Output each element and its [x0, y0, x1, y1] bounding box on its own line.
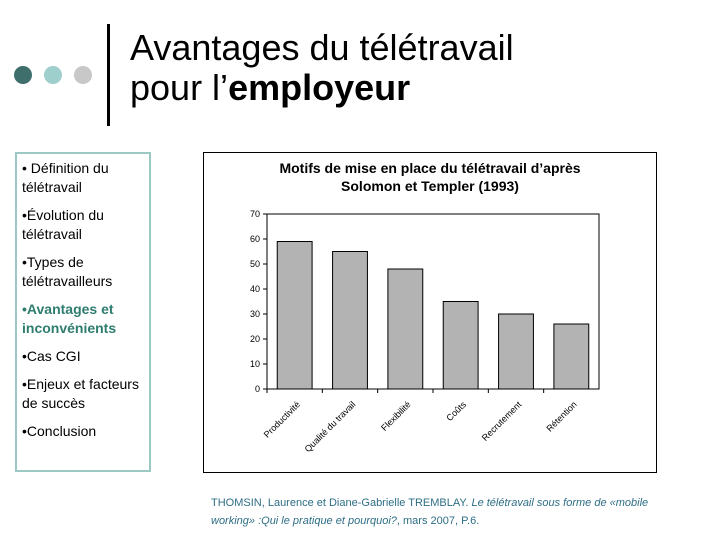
y-tick-label: 60 [250, 234, 260, 244]
decor-dot-2 [44, 66, 62, 84]
bar [442, 301, 479, 390]
x-tick-label: Flexibilité [379, 399, 413, 433]
bar [276, 241, 313, 390]
nav-item-cas-cgi[interactable]: •Cas CGI [22, 348, 81, 364]
chart-title-line-1: Motifs de mise en place du télétravail d… [279, 160, 581, 176]
x-tick-label: Productivité [262, 399, 302, 439]
source-authors: THOMSIN, Laurence et Diane-Gabrielle TRE… [211, 497, 472, 509]
nav-item-definition[interactable]: • Définition du télétravail [22, 160, 109, 195]
bar-chart: 0 10 20 30 40 50 60 70 Productivité Qualité du tr… [250, 209, 600, 454]
title-line-2-prefix: pour l’ [130, 67, 229, 108]
nav-item-conclusion[interactable]: •Conclusion [22, 423, 97, 439]
bar [387, 268, 424, 390]
title-line-2: pour l’employeur [130, 68, 514, 108]
x-tick-label: Recrutement [480, 399, 524, 443]
nav-item-types[interactable]: •Types de télétravailleurs [22, 254, 113, 289]
source-work: Le télétravail sous forme de «mobile wor… [211, 497, 649, 527]
x-tick-label: Qualité du travail [303, 399, 358, 454]
bar [332, 251, 368, 390]
y-tick-label: 50 [250, 259, 260, 269]
title-divider [107, 24, 110, 126]
decor-dot-3 [74, 66, 92, 84]
nav-item-evolution[interactable]: •Évolution du télétravail [22, 207, 104, 242]
page-title: Avantages du télétravail pour l’employeu… [130, 28, 514, 108]
title-line-2-bold: employeur [228, 67, 411, 108]
nav-item-enjeux[interactable]: •Enjeux et facteurs de succès [22, 376, 139, 411]
y-tick-label: 40 [250, 284, 260, 294]
y-tick-label: 0 [255, 384, 260, 394]
section-nav: • Définition du télétravail •Évolution d… [15, 152, 151, 472]
nav-item-avantages[interactable]: •Avantages et inconvénients [22, 301, 117, 336]
y-tick-label: 10 [250, 359, 260, 369]
source-rest: , mars 2007, P.6. [396, 515, 480, 527]
bar [553, 323, 590, 390]
source-citation: THOMSIN, Laurence et Diane-Gabrielle TRE… [211, 494, 661, 530]
y-tick-label: 30 [250, 309, 260, 319]
decor-dot-1 [14, 66, 32, 84]
plot-frame [266, 213, 600, 390]
y-tick-label: 20 [250, 334, 260, 344]
x-tick-label: Rétention [544, 399, 578, 433]
chart-title: Motifs de mise en place du télétravail d… [204, 159, 656, 195]
y-tick-label: 70 [250, 209, 260, 219]
x-tick-label: Coûts [444, 399, 468, 423]
title-line-1: Avantages du télétravail [130, 27, 514, 68]
chart-panel: Motifs de mise en place du télétravail d… [203, 152, 657, 473]
bar [498, 313, 534, 390]
chart-title-line-2: Solomon et Templer (1993) [341, 178, 519, 194]
